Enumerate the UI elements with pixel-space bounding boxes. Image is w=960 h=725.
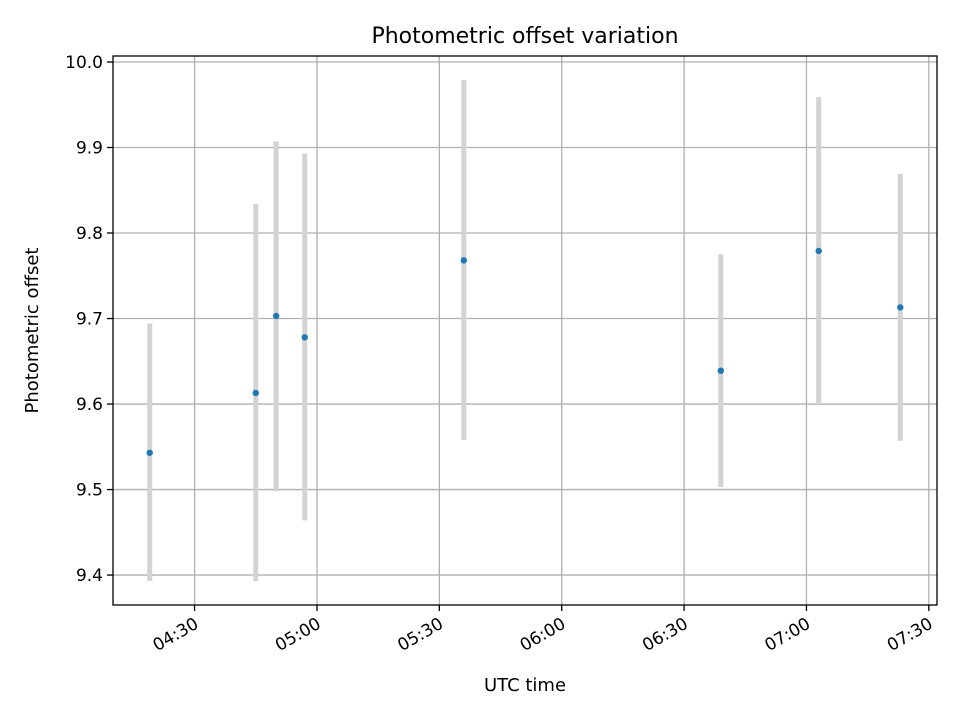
y-tick-label: 9.9	[76, 139, 103, 159]
y-tick-label: 9.6	[76, 395, 103, 415]
data-point	[146, 449, 153, 456]
y-axis-label: Photometric offset	[22, 248, 43, 414]
data-point	[717, 367, 725, 374]
x-axis-label: UTC time	[484, 675, 566, 696]
y-tick-label: 9.7	[76, 310, 103, 330]
data-point	[460, 257, 468, 264]
data-point	[301, 334, 308, 341]
grid	[113, 56, 937, 605]
chart-title: Photometric offset variation	[371, 24, 678, 49]
y-tick-label: 9.5	[76, 481, 103, 501]
y-tick-label: 10.0	[65, 53, 103, 73]
y-tick-label: 9.4	[76, 566, 103, 586]
data-points	[146, 247, 904, 456]
plot-frame	[112, 55, 938, 606]
data-point	[252, 389, 259, 397]
data-point	[897, 304, 904, 311]
y-tick-label: 9.8	[76, 224, 103, 244]
data-point	[815, 247, 822, 255]
data-point	[272, 312, 280, 320]
